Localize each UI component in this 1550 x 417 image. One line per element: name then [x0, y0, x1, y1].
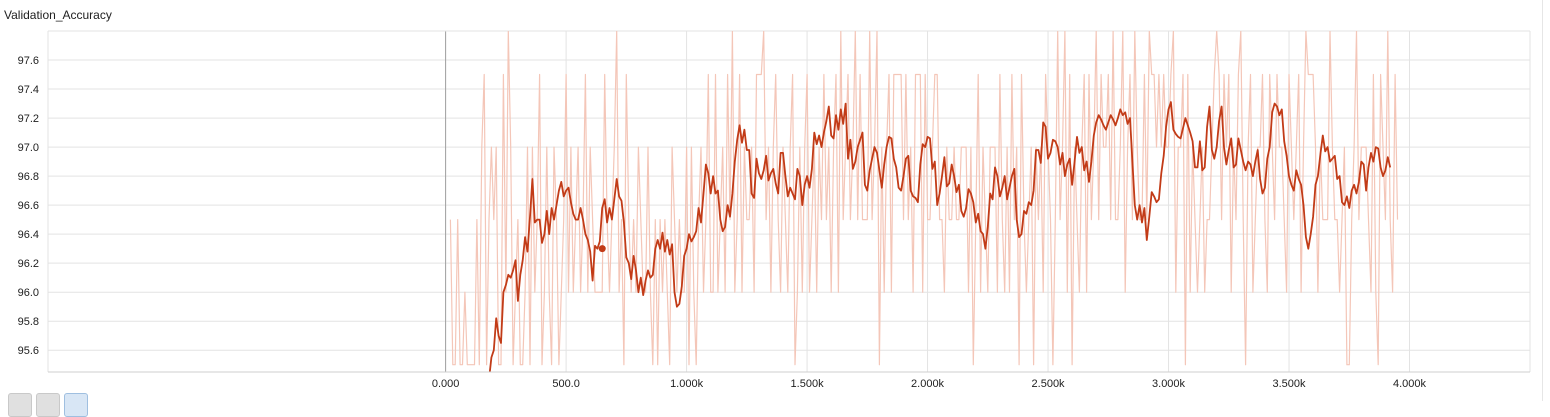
- toggle-log-scale-button[interactable]: [8, 393, 32, 417]
- y-tick-label: 97.2: [18, 113, 39, 125]
- gridlines: [47, 30, 1531, 372]
- axes: 95.6 95.8 96.0 96.2 96.4 96.6 96.8 97.0 97.2 97.4…: [18, 55, 1530, 390]
- x-tick-label: 4.000k: [1393, 378, 1427, 390]
- y-tick-label: 96.0: [18, 287, 39, 299]
- series-layer: [449, 31, 1399, 372]
- x-tick-label: 1.000k: [670, 378, 704, 390]
- y-tick-label: 95.8: [18, 316, 39, 328]
- card-divider: [1542, 0, 1543, 401]
- y-tick-label: 97.0: [18, 142, 39, 154]
- fit-domain-button[interactable]: [64, 393, 88, 417]
- x-tick-label: 500.0: [552, 378, 580, 390]
- y-tick-label: 96.4: [18, 229, 39, 241]
- x-tick-label: 3.000k: [1152, 378, 1186, 390]
- raw-series-line: [449, 31, 1399, 366]
- line-chart: 95.6 95.8 96.0 96.2 96.4 96.6 96.8 97.0 97.2 97.4…: [18, 30, 1531, 390]
- y-tick-label: 96.6: [18, 200, 39, 212]
- y-tick-label: 96.2: [18, 258, 39, 270]
- hover-point: [598, 245, 606, 253]
- y-tick-label: 96.8: [18, 171, 39, 183]
- x-tick-label: 3.500k: [1273, 378, 1307, 390]
- y-tick-label: 95.6: [18, 345, 39, 357]
- toggle-expand-button[interactable]: [36, 393, 60, 417]
- x-tick-label: 0.000: [432, 378, 460, 390]
- smoothed-series-line: [488, 101, 1392, 372]
- y-tick-label: 97.4: [18, 84, 39, 96]
- x-tick-label: 2.000k: [911, 378, 945, 390]
- chart-title: Validation_Accuracy: [4, 8, 112, 22]
- y-tick-label: 97.6: [18, 55, 39, 67]
- x-tick-label: 2.500k: [1032, 378, 1066, 390]
- x-tick-label: 1.500k: [791, 378, 825, 390]
